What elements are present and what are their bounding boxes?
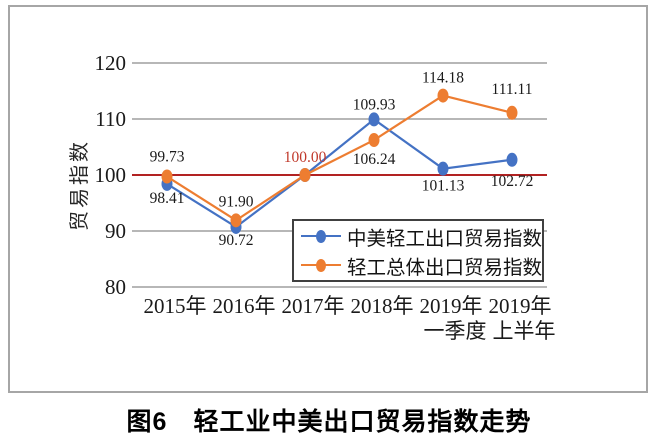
- data-label: 99.73: [150, 149, 185, 166]
- data-label: 114.18: [422, 70, 464, 87]
- data-label: 102.72: [491, 173, 534, 190]
- legend-item-1: 轻工总体出口贸易指数: [294, 251, 542, 280]
- y-tick-label: 80: [105, 275, 126, 299]
- legend-marker-icon: [301, 258, 341, 273]
- x-tick-label-line2: 上半年: [493, 319, 556, 343]
- y-tick-label: 110: [95, 107, 126, 131]
- data-point-marker: [161, 169, 173, 184]
- data-point-marker: [506, 152, 518, 167]
- data-point-marker: [437, 88, 449, 103]
- data-point-marker: [299, 168, 311, 182]
- data-label: 98.41: [150, 190, 185, 207]
- x-tick-label: 2019年: [420, 294, 483, 318]
- data-label: 91.90: [219, 193, 254, 210]
- x-tick-label: 2017年: [282, 294, 345, 318]
- figure-caption: 图6 轻工业中美出口贸易指数走势: [126, 408, 532, 436]
- data-point-marker: [437, 161, 449, 176]
- data-point-marker: [506, 105, 518, 120]
- x-tick-label-line2: 一季度: [424, 319, 487, 343]
- legend-dot-icon: [316, 258, 326, 272]
- legend-marker-icon: [301, 229, 341, 244]
- y-tick-label: 100: [95, 163, 127, 187]
- data-label: 106.24: [353, 151, 396, 168]
- data-label: 111.11: [492, 81, 533, 98]
- series-line-1: [166, 94, 513, 222]
- x-tick-label: 2019年: [489, 294, 552, 318]
- legend-item-label: 中美轻工出口贸易指数: [347, 228, 543, 250]
- x-tick-label: 2018年: [351, 294, 414, 318]
- legend-dot-icon: [316, 229, 326, 243]
- data-label: 90.72: [219, 232, 254, 249]
- y-tick-label: 120: [95, 51, 127, 75]
- data-point-marker: [368, 133, 380, 148]
- legend-item-0: 中美轻工出口贸易指数: [294, 222, 542, 251]
- data-label: 109.93: [353, 96, 396, 113]
- legend-item-label: 轻工总体出口贸易指数: [347, 257, 543, 279]
- x-tick-label: 2015年: [144, 294, 207, 318]
- chart-frame: [8, 5, 648, 393]
- y-tick-label: 90: [105, 219, 126, 243]
- data-label: 100.00: [284, 149, 327, 166]
- x-tick-label: 2016年: [213, 294, 276, 318]
- series-line-0: [166, 118, 513, 229]
- y-axis-title: 贸易指数: [68, 139, 91, 231]
- data-label: 101.13: [422, 178, 465, 195]
- data-point-marker: [368, 112, 380, 127]
- data-point-marker: [230, 213, 242, 228]
- legend: 中美轻工出口贸易指数 轻工总体出口贸易指数: [292, 219, 544, 282]
